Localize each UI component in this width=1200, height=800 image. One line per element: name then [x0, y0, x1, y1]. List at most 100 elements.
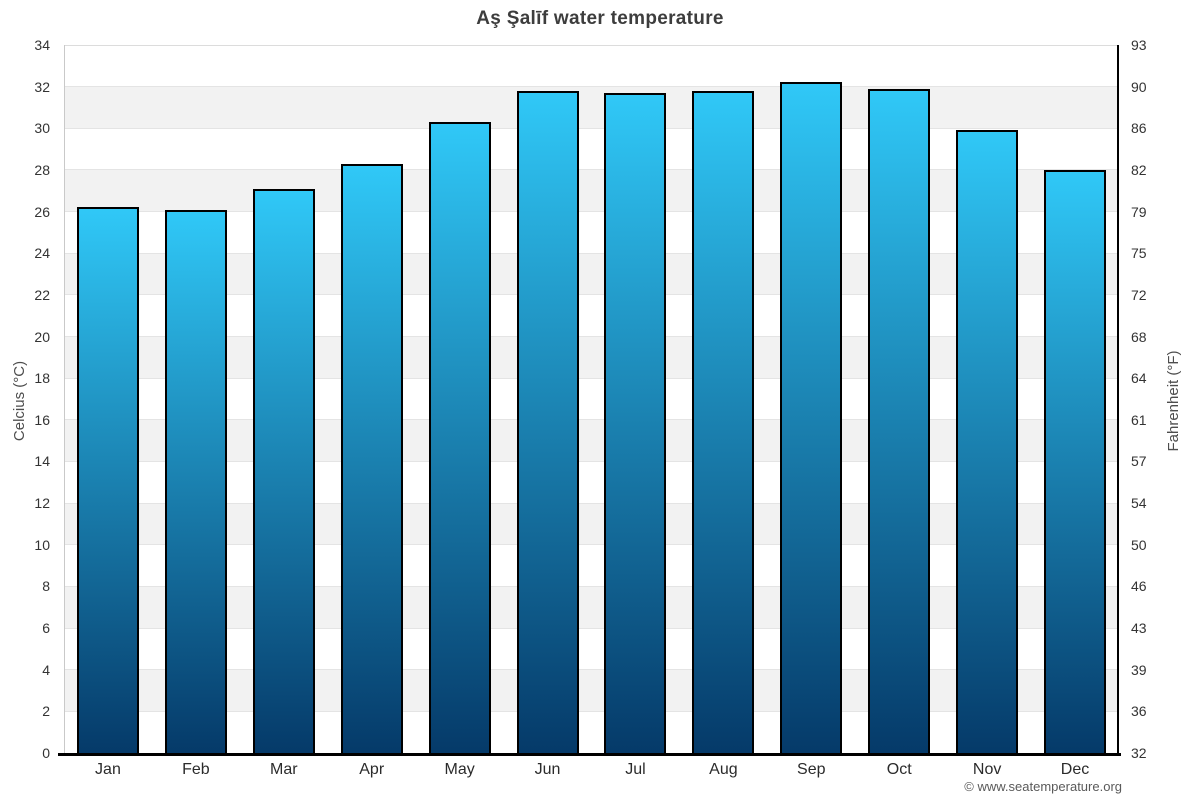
gridline [64, 502, 1119, 504]
gridline [64, 211, 1119, 213]
bar-nov [956, 130, 1019, 753]
xtick-apr: Apr [359, 761, 385, 778]
ytick-celsius-28: 28 [34, 161, 50, 178]
bar-jan [76, 207, 139, 753]
bar-apr [340, 163, 403, 753]
ytick-fahrenheit-54: 54 [1131, 495, 1147, 512]
ytick-fahrenheit-86: 86 [1131, 120, 1147, 137]
gridline [64, 460, 1119, 462]
gridline [64, 669, 1119, 671]
gridline [64, 336, 1119, 338]
ytick-fahrenheit-93: 93 [1131, 37, 1147, 53]
copyright-text: © www.seatemperature.org [964, 779, 1122, 794]
xtick-nov: Nov [972, 761, 1002, 778]
gridline [64, 544, 1119, 546]
ytick-celsius-14: 14 [34, 453, 50, 470]
ytick-fahrenheit-57: 57 [1131, 453, 1147, 470]
ytick-fahrenheit-64: 64 [1131, 370, 1147, 387]
background-band [64, 461, 1119, 504]
ytick-fahrenheit-32: 32 [1131, 745, 1147, 761]
ytick-fahrenheit-82: 82 [1131, 161, 1147, 178]
chart-title: Aş Şalīf water temperature [476, 8, 724, 29]
bar-jun [516, 90, 579, 753]
ytick-fahrenheit-68: 68 [1131, 328, 1147, 345]
gridline [64, 710, 1119, 712]
ytick-celsius-26: 26 [34, 203, 50, 220]
ytick-celsius-34: 34 [34, 37, 50, 53]
ytick-fahrenheit-75: 75 [1131, 245, 1147, 262]
xtick-jan: Jan [95, 761, 121, 778]
bar-feb [164, 209, 227, 753]
y-axis-line-right [1117, 45, 1119, 753]
ytick-celsius-24: 24 [34, 245, 50, 262]
ytick-celsius-12: 12 [34, 495, 50, 512]
gridline [64, 627, 1119, 629]
plot-area [64, 45, 1119, 753]
gridline [64, 585, 1119, 587]
gridline [64, 127, 1119, 129]
ytick-fahrenheit-72: 72 [1131, 286, 1147, 303]
ytick-celsius-4: 4 [42, 661, 50, 678]
ytick-fahrenheit-43: 43 [1131, 620, 1147, 637]
ytick-fahrenheit-50: 50 [1131, 536, 1147, 553]
xtick-dec: Dec [1060, 761, 1090, 778]
bar-sep [780, 82, 843, 753]
y-axis-line-left [64, 45, 65, 753]
ytick-celsius-22: 22 [34, 286, 50, 303]
background-band [64, 544, 1119, 587]
gridline [64, 419, 1119, 421]
xtick-jul: Jul [625, 761, 646, 778]
bar-dec [1044, 169, 1107, 753]
background-band [64, 169, 1119, 212]
ytick-celsius-30: 30 [34, 120, 50, 137]
background-band [64, 378, 1119, 420]
ytick-celsius-0: 0 [42, 745, 50, 761]
bar-aug [692, 90, 755, 753]
background-band [64, 419, 1119, 462]
bar-mar [252, 188, 315, 753]
background-band [64, 336, 1119, 379]
ytick-fahrenheit-36: 36 [1131, 703, 1147, 720]
ytick-celsius-2: 2 [42, 703, 50, 720]
xtick-feb: Feb [182, 761, 210, 778]
bar-jul [604, 92, 667, 753]
gridline [64, 86, 1119, 88]
background-band [64, 294, 1119, 337]
background-band [64, 211, 1119, 254]
background-band [64, 586, 1119, 629]
xtick-jun: Jun [534, 761, 561, 778]
gridline [64, 252, 1119, 254]
background-band [64, 503, 1119, 545]
ytick-celsius-10: 10 [34, 536, 50, 553]
gridline [64, 169, 1119, 171]
xtick-may: May [444, 761, 475, 778]
background-band [64, 253, 1119, 295]
background-band [64, 628, 1119, 670]
plot-top-border [64, 45, 1119, 46]
ytick-fahrenheit-90: 90 [1131, 78, 1147, 95]
background-band [64, 86, 1119, 129]
bar-oct [868, 88, 931, 753]
background-band [64, 669, 1119, 712]
ytick-celsius-6: 6 [42, 620, 50, 637]
gridline [64, 377, 1119, 379]
xtick-oct: Oct [886, 761, 912, 778]
ytick-celsius-20: 20 [34, 328, 50, 345]
ytick-celsius-8: 8 [42, 578, 50, 595]
background-band [64, 45, 1119, 87]
ytick-fahrenheit-39: 39 [1131, 661, 1147, 678]
ytick-celsius-32: 32 [34, 78, 50, 95]
ytick-fahrenheit-61: 61 [1131, 411, 1147, 428]
bar-may [428, 122, 491, 753]
background-band [64, 711, 1119, 753]
gridline [64, 294, 1119, 296]
ytick-fahrenheit-46: 46 [1131, 578, 1147, 595]
xtick-mar: Mar [270, 761, 298, 778]
xtick-sep: Sep [797, 761, 826, 778]
x-axis-line-bottom [58, 753, 1121, 756]
ytick-fahrenheit-79: 79 [1131, 203, 1147, 220]
background-band [64, 128, 1119, 170]
ytick-celsius-16: 16 [34, 411, 50, 428]
ytick-celsius-18: 18 [34, 370, 50, 387]
